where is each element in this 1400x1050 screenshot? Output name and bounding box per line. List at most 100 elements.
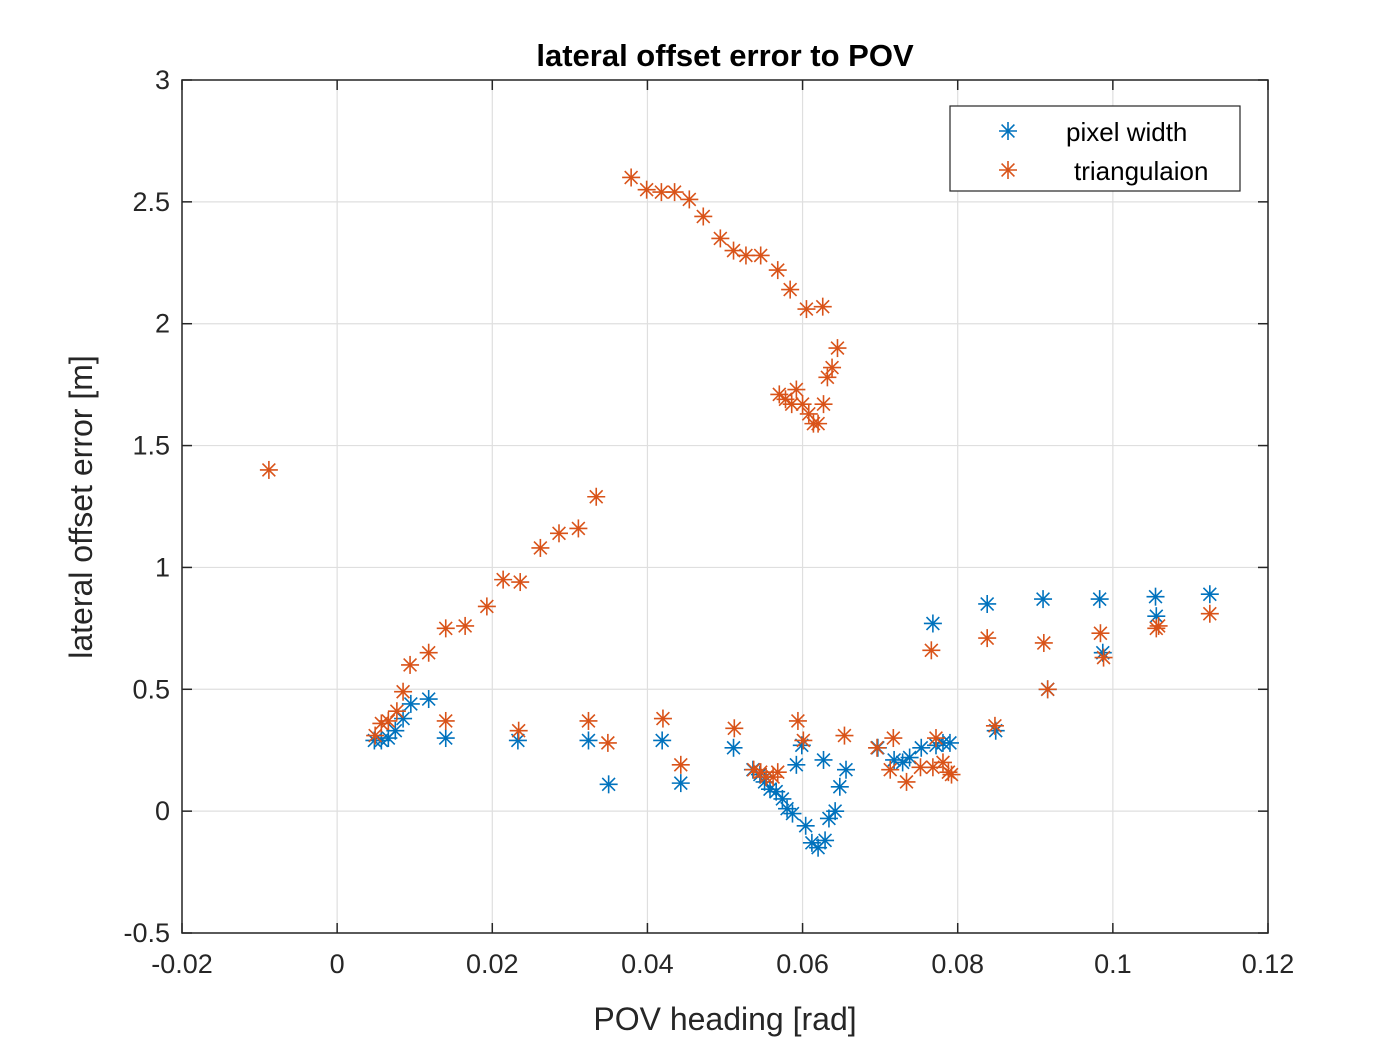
data-point-triangulaion [531,538,550,557]
legend: pixel width triangulaion [949,105,1241,192]
x-axis-label: POV heading [rad] [593,1001,856,1037]
data-point-triangulaion [622,168,641,187]
legend-asterisk [999,161,1017,179]
data-point-triangulaion [781,280,800,299]
data-point-triangulaion [259,460,278,479]
data-point-pixel-width [923,614,942,633]
legend-label-triangulaion: triangulaion [1074,156,1208,186]
data-point-triangulaion [569,519,588,538]
data-point-pixel-width [826,802,845,821]
x-tick-label: 0.06 [776,949,829,979]
data-point-triangulaion [787,380,806,399]
plot-frame [181,79,1269,934]
data-point-triangulaion [436,711,455,730]
x-tick-label: 0.04 [621,949,674,979]
chart-title: lateral offset error to POV [536,38,914,73]
data-point-triangulaion [1091,624,1110,643]
data-point-pixel-width [773,789,792,808]
data-point-triangulaion [818,368,837,387]
data-point-triangulaion [671,755,690,774]
data-point-triangulaion [933,753,952,772]
data-point-pixel-width [796,816,815,835]
data-point-pixel-width [579,731,598,750]
data-point-triangulaion [768,261,787,280]
data-point-triangulaion [401,655,420,674]
data-point-triangulaion [477,597,496,616]
data-point-triangulaion [725,719,744,738]
data-point-pixel-width [1146,587,1165,606]
y-tick-labels: -0.5 0 0.5 1 1.5 2 2.5 3 [123,65,170,948]
data-point-pixel-width [978,594,997,613]
data-point-triangulaion [1094,648,1113,667]
data-point-triangulaion [884,729,903,748]
data-point-triangulaion [394,682,413,701]
data-point-pixel-width [830,777,849,796]
data-point-triangulaion [587,487,606,506]
data-point-triangulaion [793,395,812,414]
data-point-triangulaion [637,180,656,199]
data-point-pixel-width [401,694,420,713]
data-point-triangulaion [985,716,1004,735]
data-point-triangulaion [436,619,455,638]
x-tick-label: 0.08 [931,949,984,979]
data-point-triangulaion [751,246,770,265]
data-point-pixel-width [940,733,959,752]
legend-box [949,105,1241,192]
y-tick-label: 3 [155,65,170,95]
data-point-triangulaion [835,726,854,745]
data-point-pixel-width [671,774,690,793]
data-point-triangulaion [653,709,672,728]
data-point-triangulaion [494,570,513,589]
data-point-triangulaion [868,738,887,757]
data-point-triangulaion [1038,680,1057,699]
data-point-triangulaion [598,733,617,752]
data-point-triangulaion [736,246,755,265]
data-point-pixel-width [783,804,802,823]
y-tick-label: 1.5 [132,431,170,461]
data-point-triangulaion [978,629,997,648]
legend-asterisk [999,122,1017,140]
data-point-pixel-width [787,755,806,774]
y-tick-label: 1 [155,552,170,582]
data-point-triangulaion [419,643,438,662]
data-point-triangulaion [665,183,684,202]
legend-marker-pixel-width [999,122,1017,140]
data-point-pixel-width [599,775,618,794]
data-point-triangulaion [711,229,730,248]
x-tick-labels: -0.02 0 0.02 0.04 0.06 0.08 0.1 0.12 [151,949,1294,979]
legend-label-pixel-width: pixel width [1066,117,1187,147]
data-point-triangulaion [1149,616,1168,635]
data-point-triangulaion [942,765,961,784]
data-point-triangulaion [922,641,941,660]
axis-ticks [181,79,1269,934]
data-point-triangulaion [828,339,847,358]
y-tick-label: 2 [155,309,170,339]
data-series [259,168,1219,857]
y-tick-label: 0 [155,796,170,826]
x-tick-label: 0.12 [1242,949,1295,979]
x-tick-label: 0 [330,949,345,979]
data-point-triangulaion [881,760,900,779]
data-point-triangulaion [768,763,787,782]
x-tick-label: 0.02 [466,949,519,979]
y-tick-label: 0.5 [132,674,170,704]
data-point-triangulaion [926,729,945,748]
data-point-triangulaion [579,711,598,730]
x-tick-label: -0.02 [151,949,213,979]
data-point-pixel-width [1034,590,1053,609]
data-point-triangulaion [724,241,743,260]
data-point-pixel-width [912,738,931,757]
legend-marker-triangulaion [999,161,1017,179]
data-point-triangulaion [794,731,813,750]
data-point-triangulaion [782,395,801,414]
data-point-pixel-width [1200,585,1219,604]
data-point-triangulaion [1034,633,1053,652]
data-point-triangulaion [809,414,828,433]
data-point-triangulaion [549,524,568,543]
series-triangulaion [259,168,1219,791]
y-tick-label: 2.5 [132,187,170,217]
data-point-triangulaion [694,207,713,226]
plot-area [182,80,1268,933]
data-point-triangulaion [456,616,475,635]
